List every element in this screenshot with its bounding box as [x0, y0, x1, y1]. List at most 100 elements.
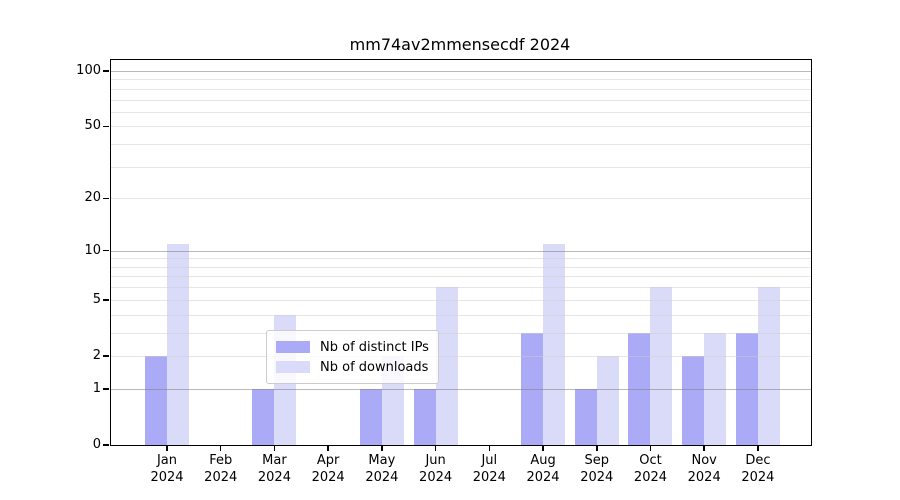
bar [359, 388, 382, 445]
x-tick-year: 2024 [204, 470, 238, 485]
major-gridline [111, 388, 811, 390]
x-tick-month: May [368, 453, 396, 468]
major-gridline [111, 71, 811, 72]
y-tick-label: 100 [76, 63, 101, 78]
bar [167, 243, 189, 445]
y-tick-mark [103, 249, 109, 252]
minor-gridline [111, 276, 811, 278]
y-tick-mark [103, 125, 109, 128]
bar [252, 388, 275, 445]
legend-swatch [276, 361, 310, 373]
x-tick-year: 2024 [419, 470, 453, 485]
bar [543, 243, 566, 445]
bar [704, 332, 727, 445]
x-tick-mark [488, 446, 491, 451]
x-tick-mark [434, 446, 437, 451]
x-tick-label: Apr 2024 [300, 452, 356, 486]
x-tick-mark [596, 446, 598, 451]
x-tick-mark [327, 446, 329, 451]
major-gridline [111, 250, 811, 252]
x-tick-month: Apr [316, 453, 340, 468]
x-tick-label: Jan 2024 [139, 452, 195, 486]
x-tick-month: Sep [584, 453, 609, 468]
x-tick-year: 2024 [633, 470, 668, 485]
minor-gridline [111, 299, 811, 301]
bar [650, 287, 673, 445]
x-tick-month: Jan [156, 453, 178, 468]
x-tick-label: Jul 2024 [461, 452, 517, 486]
x-tick-label: Aug 2024 [515, 452, 571, 486]
minor-gridline [111, 287, 811, 289]
chart-title: mm74av2mmensecdf 2024 [349, 35, 571, 54]
bar [435, 287, 458, 445]
x-tick-month: Aug [530, 453, 556, 468]
y-tick-mark [103, 70, 109, 72]
x-tick-year: 2024 [472, 470, 506, 485]
x-tick-year: 2024 [741, 470, 775, 485]
bar [757, 287, 780, 445]
x-tick-year: 2024 [687, 470, 721, 485]
y-tick-label: 0 [92, 437, 101, 452]
plot-area: 0 1 2 5 10 20 50 100 Jan 2024 Feb 2024 Mar 2024 Apr 202… [76, 59, 812, 485]
legend-label: Nb of downloads [320, 359, 429, 375]
x-tick-label: Dec 2024 [730, 452, 786, 486]
x-tick-mark [542, 446, 544, 451]
minor-gridline [111, 88, 811, 90]
y-tick-mark [103, 299, 109, 301]
minor-gridline [111, 332, 811, 334]
minor-gridline [111, 258, 811, 260]
minor-gridline [111, 198, 811, 200]
bar [574, 388, 597, 445]
y-tick-mark [103, 197, 109, 200]
x-tick-mark [703, 446, 705, 451]
x-tick-label: Nov 2024 [676, 452, 732, 486]
bar [145, 355, 167, 445]
x-tick-month: Mar [262, 453, 287, 468]
x-tick-mark [273, 446, 276, 451]
legend-entry: Nb of downloads [276, 358, 429, 376]
x-tick-label: Feb 2024 [193, 452, 249, 486]
minor-gridline [111, 166, 811, 168]
bar [521, 332, 544, 445]
x-tick-month: Oct [639, 453, 662, 468]
y-tick-label: 20 [84, 190, 101, 206]
y-tick-label: 5 [92, 291, 101, 307]
x-tick-mark [166, 446, 168, 451]
minor-gridline [111, 99, 811, 101]
bar [413, 388, 436, 445]
y-tick-label: 1 [92, 380, 101, 396]
minor-gridline [111, 355, 811, 357]
bar [628, 332, 651, 445]
y-tick-label: 50 [84, 118, 101, 134]
y-tick-mark [103, 388, 109, 390]
minor-gridline [111, 111, 811, 113]
x-tick-month: Jun [425, 453, 446, 468]
x-tick-month: Nov [691, 453, 717, 468]
x-tick-year: 2024 [311, 470, 345, 485]
x-tick-mark [381, 446, 383, 451]
x-tick-label: Oct 2024 [622, 452, 678, 486]
x-tick-month: Feb [209, 453, 233, 468]
legend-swatch [276, 341, 310, 353]
x-tick-mark [219, 446, 222, 451]
x-tick-year: 2024 [150, 470, 184, 485]
x-tick-year: 2024 [580, 470, 614, 485]
bar [735, 332, 758, 445]
x-tick-label: Jun 2024 [408, 452, 464, 486]
x-tick-mark [757, 446, 759, 451]
y-tick-label: 10 [84, 242, 101, 258]
x-tick-year: 2024 [257, 470, 291, 485]
x-tick-month: Jul [481, 453, 498, 468]
y-tick-mark [103, 355, 109, 357]
legend-label: Nb of distinct IPs [320, 339, 429, 355]
x-tick-year: 2024 [526, 470, 560, 485]
x-tick-label: May 2024 [354, 452, 410, 486]
x-tick-label: Sep 2024 [569, 452, 625, 486]
legend-entry: Nb of distinct IPs [276, 338, 429, 356]
x-tick-year: 2024 [365, 470, 399, 485]
legend: Nb of distinct IPs Nb of downloads [266, 330, 439, 384]
bar [596, 355, 619, 445]
minor-gridline [111, 314, 811, 316]
y-tick-label: 2 [92, 347, 101, 363]
